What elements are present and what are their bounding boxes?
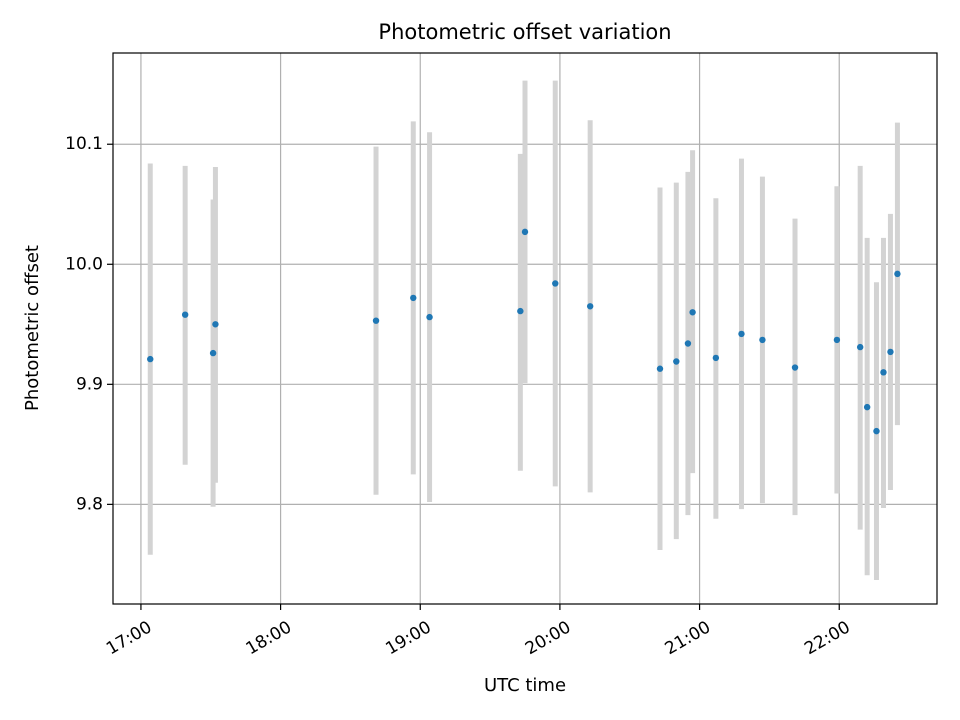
data-point: [887, 348, 894, 356]
data-point: [738, 330, 745, 338]
data-point: [410, 294, 417, 302]
data-point: [673, 358, 680, 365]
y-tick-label: 9.8: [76, 494, 103, 514]
data-point: [656, 365, 664, 372]
plot-area-frame: [112, 52, 938, 605]
y-tick-label: 9.9: [76, 374, 103, 394]
data-point: [684, 340, 692, 347]
data-point: [873, 427, 880, 435]
data-point: [791, 364, 799, 371]
data-point: [521, 228, 529, 236]
data-point: [209, 349, 217, 357]
data-point: [181, 311, 189, 318]
chart-title: Photometric offset variation: [378, 20, 671, 44]
data-point: [759, 336, 766, 344]
data-point: [894, 270, 901, 278]
data-point: [426, 313, 433, 321]
y-tick-label: 10.1: [65, 134, 103, 154]
data-points: [147, 228, 901, 435]
y-tick-label: 10.0: [65, 254, 103, 274]
data-point: [372, 317, 380, 324]
data-point: [880, 369, 887, 376]
data-point: [586, 303, 594, 310]
data-point: [147, 355, 154, 363]
y-axis-title: Photometric offset: [22, 245, 43, 411]
data-point: [712, 354, 720, 362]
data-point: [517, 307, 524, 315]
data-point: [863, 403, 871, 411]
data-point: [833, 336, 841, 344]
data-point: [689, 309, 696, 316]
x-axis-title: UTC time: [484, 675, 566, 696]
data-point: [856, 343, 864, 351]
data-point: [552, 280, 559, 287]
data-point: [212, 321, 219, 328]
